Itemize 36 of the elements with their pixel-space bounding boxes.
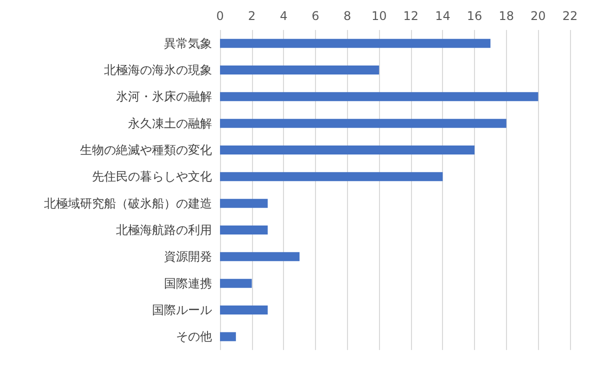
y-tick-label: 北極海の海氷の現象 [104, 63, 212, 77]
bar [220, 332, 236, 342]
y-tick-label: 永久凍土の融解 [128, 116, 212, 130]
x-tick-label: 8 [343, 9, 352, 23]
x-tick-label: 18 [498, 9, 514, 23]
bar [220, 92, 538, 102]
x-tick-label: 4 [280, 9, 288, 23]
bar [220, 278, 252, 288]
x-tick-label: 14 [435, 9, 450, 23]
bar [220, 118, 506, 128]
x-tick-label: 6 [312, 9, 320, 23]
x-tick-label: 16 [466, 9, 482, 23]
y-tick-label: 国際ルール [152, 303, 212, 317]
x-tick-label: 20 [530, 9, 546, 23]
y-tick-label: 先住民の暮らしや文化 [92, 170, 212, 184]
y-tick-label: 資源開発 [164, 250, 212, 264]
bar [220, 198, 268, 208]
x-tick-label: 2 [248, 9, 256, 23]
y-tick-label: 氷河・氷床の融解 [116, 90, 212, 104]
y-tick-label: 国際連携 [164, 276, 212, 290]
y-tick-label: 北極海航路の利用 [116, 223, 212, 237]
bar [220, 38, 490, 48]
y-tick-label: その他 [176, 330, 212, 344]
x-tick-label: 10 [371, 9, 387, 23]
bar [220, 66, 380, 74]
bar [220, 172, 443, 182]
bar [220, 306, 268, 314]
y-tick-label: 生物の絶滅や種類の変化 [80, 143, 212, 157]
bar [220, 226, 268, 234]
x-tick-label: 22 [562, 9, 578, 23]
x-tick-label: 0 [216, 9, 224, 23]
bar [220, 146, 475, 154]
x-tick-label: 12 [403, 9, 419, 23]
bar [220, 252, 300, 262]
y-tick-label: 異常気象 [164, 36, 212, 50]
y-tick-label: 北極域研究船（破氷船）の建造 [44, 196, 212, 210]
